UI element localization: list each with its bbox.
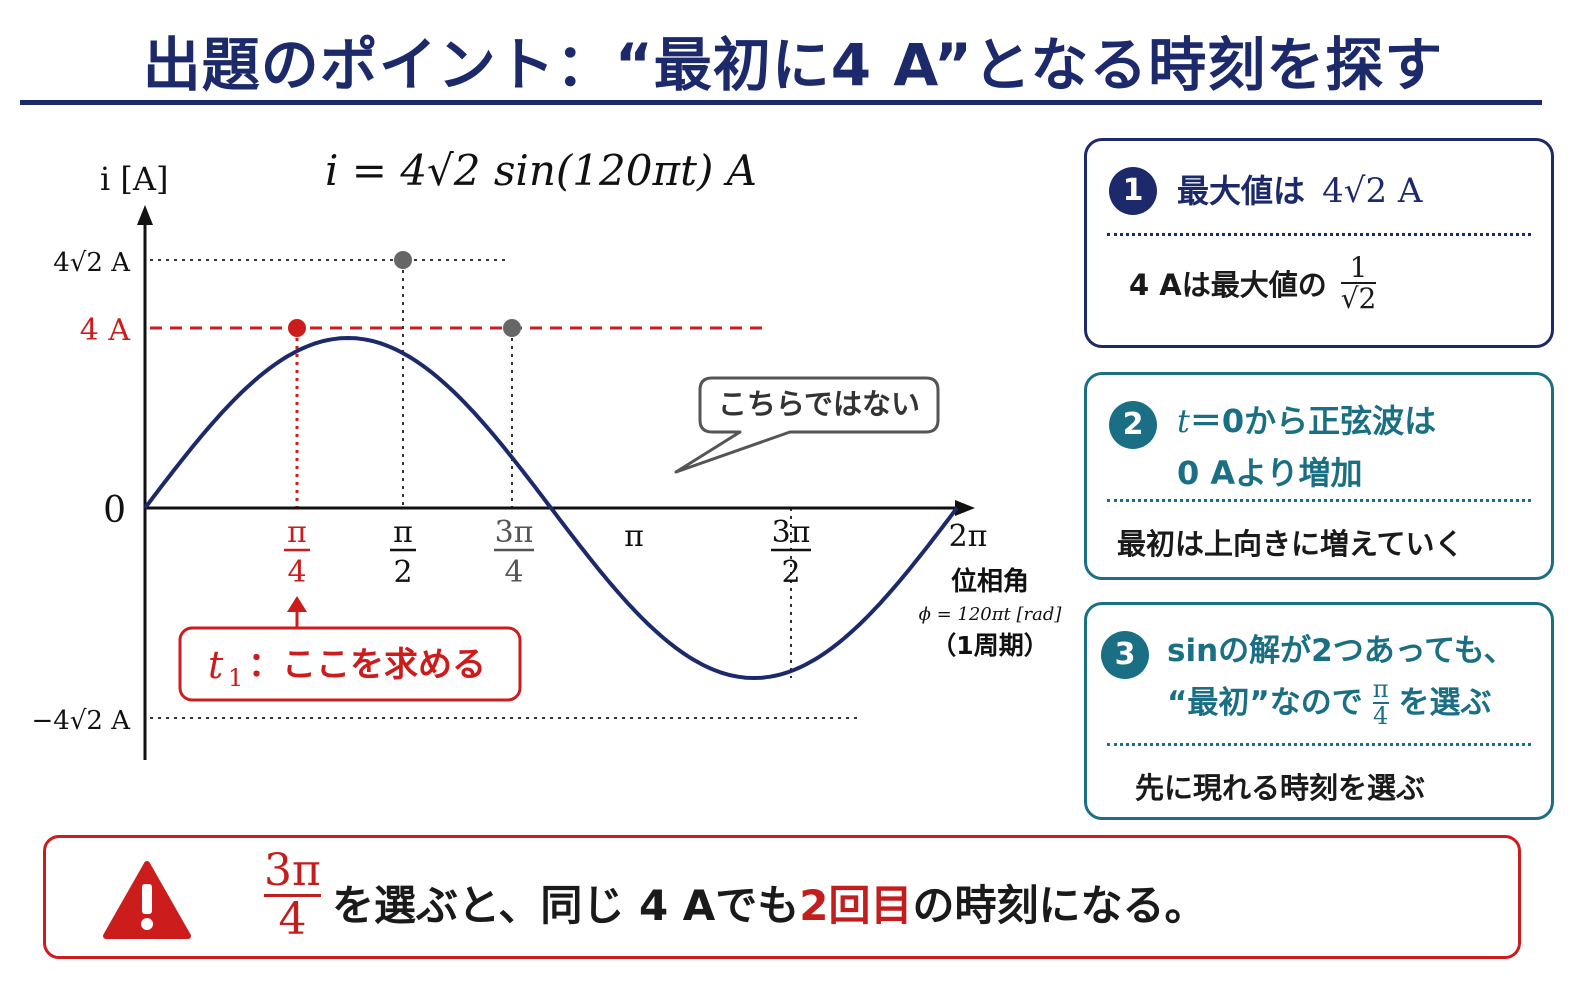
sine-curve (143, 335, 959, 681)
y-tick-max: 4√2 A (53, 248, 131, 278)
card-3-fraction-den: 4 (1373, 702, 1389, 731)
card-3-divider (1107, 743, 1531, 746)
peak-point (394, 251, 412, 269)
x-tick-pi4: π 4 (284, 515, 310, 590)
callout-red-text: ：ここを求める (248, 645, 486, 685)
badge-1: 1 (1109, 167, 1157, 215)
x-tick-pi: π (624, 519, 644, 554)
card-1-heading: 最大値は 4√2 A (1177, 165, 1422, 217)
x-tick-3pi4: 3π 4 (494, 515, 534, 590)
card-2-divider (1107, 499, 1531, 502)
point-card-2: 2 t＝0から正弦波は 0 Aより増加 最初は上向きに増えていく (1084, 372, 1554, 580)
sine-wave-diagram: i = 4√2 sin(120πt) A i [A] 4√2 A 4 A 0 −… (32, 146, 1063, 760)
warning-fraction-den: 4 (278, 894, 307, 946)
callout-red-box (178, 626, 522, 702)
x-tick-pi2-num: π (393, 515, 413, 550)
warning-box: 3π 4 を選ぶと、同じ 4 Aでも2回目の時刻になる。 (43, 835, 1521, 959)
title-underline (20, 100, 1542, 105)
card-1-fraction-den: √2 (1340, 282, 1377, 316)
equation: i = 4√2 sin(120πt) A (325, 146, 757, 195)
card-2-detail: 最初は上向きに増えていく (1117, 527, 1464, 561)
badge-3: 3 (1101, 631, 1149, 679)
x-axis-arrow-icon (955, 500, 975, 516)
card-3-heading-line2-b: を選ぶ (1398, 685, 1492, 722)
card-2-heading-line2: 0 Aより増加 (1177, 454, 1363, 492)
card-3-fraction: π 4 (1372, 675, 1389, 731)
x-axis-formula: ϕ = 120πt [rad] (919, 604, 1063, 625)
x-tick-pi2-den: 2 (393, 555, 412, 590)
card-1-detail-text: 4 Aは最大値の (1129, 268, 1327, 303)
x-tick-pi4-num: π (287, 515, 307, 550)
card-1-heading-math: 4√2 A (1322, 171, 1423, 211)
x-tick-3pi4-den: 4 (504, 555, 523, 590)
callout-gray-text: こちらではない (718, 387, 920, 421)
card-1-detail: 4 Aは最大値の 1 √2 (1129, 251, 1377, 316)
y-tick-min: −4√2 A (32, 706, 132, 736)
second-crossing-point (503, 319, 521, 337)
card-2-heading-var: t (1177, 402, 1190, 440)
warning-text: を選ぶと、同じ 4 Aでも2回目の時刻になる。 (332, 872, 1207, 933)
page-title: 出題のポイント：“最初に4 A”となる時刻を探す (142, 31, 1444, 99)
warning-fraction-num: 3π (264, 845, 321, 896)
card-2-heading-line1: t＝0から正弦波は (1177, 395, 1436, 447)
x-axis-note: （1周期） (931, 631, 1048, 660)
warning-text-highlight: 2回目 (799, 881, 913, 930)
callout-red-arrowhead-icon (287, 596, 307, 612)
callout-gray: こちらではない (674, 376, 940, 474)
y-tick-zero: 0 (103, 490, 126, 531)
callout-gray-bubble (674, 376, 940, 474)
warning-text-b: の時刻になる。 (912, 881, 1207, 930)
point-card-1: 1 最大値は 4√2 A 4 Aは最大値の 1 √2 (1084, 138, 1554, 348)
x-tick-3pi2-den: 2 (781, 555, 800, 590)
card-3-heading-line2-a: “最初”なので (1167, 685, 1363, 722)
x-tick-3pi4-num: 3π (495, 515, 534, 550)
warning-triangle-icon (103, 861, 191, 939)
callout-red: t 1 ：ここを求める (178, 596, 522, 702)
card-1-divider (1107, 233, 1531, 236)
card-3-heading-line2: “最初”なので π 4 を選ぶ (1167, 675, 1515, 731)
card-1-fraction-num: 1 (1349, 251, 1368, 284)
y-axis-arrow-icon (137, 205, 153, 225)
x-tick-3pi2-num: 3π (772, 515, 811, 550)
y-axis-label: i [A] (100, 160, 168, 198)
card-3-heading: sinの解が2つあっても、 “最初”なので π 4 を選ぶ (1167, 625, 1515, 729)
x-tick-2pi: 2π (949, 519, 988, 554)
card-3-fraction-num: π (1372, 675, 1389, 703)
warning-text-a: を選ぶと、同じ 4 Aでも (332, 881, 800, 930)
callout-red-sub: 1 (228, 664, 243, 692)
x-tick-pi4-den: 4 (287, 555, 306, 590)
x-tick-3pi2: 3π 2 (771, 515, 811, 590)
card-2-heading: t＝0から正弦波は 0 Aより増加 (1177, 395, 1436, 499)
card-1-heading-text: 最大値は (1177, 172, 1306, 210)
point-card-3: 3 sinの解が2つあっても、 “最初”なので π 4 を選ぶ 先に現れる時刻を… (1084, 602, 1554, 820)
callout-red-var: t (208, 643, 224, 687)
y-tick-four: 4 A (80, 313, 131, 348)
x-tick-pi2: π 2 (390, 515, 416, 590)
card-2-heading-line1-text: ＝0から正弦波は (1189, 402, 1437, 440)
card-1-fraction: 1 √2 (1340, 251, 1377, 316)
card-3-heading-line1: sinの解が2つあっても、 (1167, 633, 1515, 669)
x-axis-label: 位相角 (951, 566, 1029, 597)
card-3-detail: 先に現れる時刻を選ぶ (1135, 771, 1426, 805)
warning-fraction: 3π 4 (264, 845, 321, 946)
badge-2: 2 (1109, 401, 1157, 449)
first-crossing-point (288, 319, 306, 337)
